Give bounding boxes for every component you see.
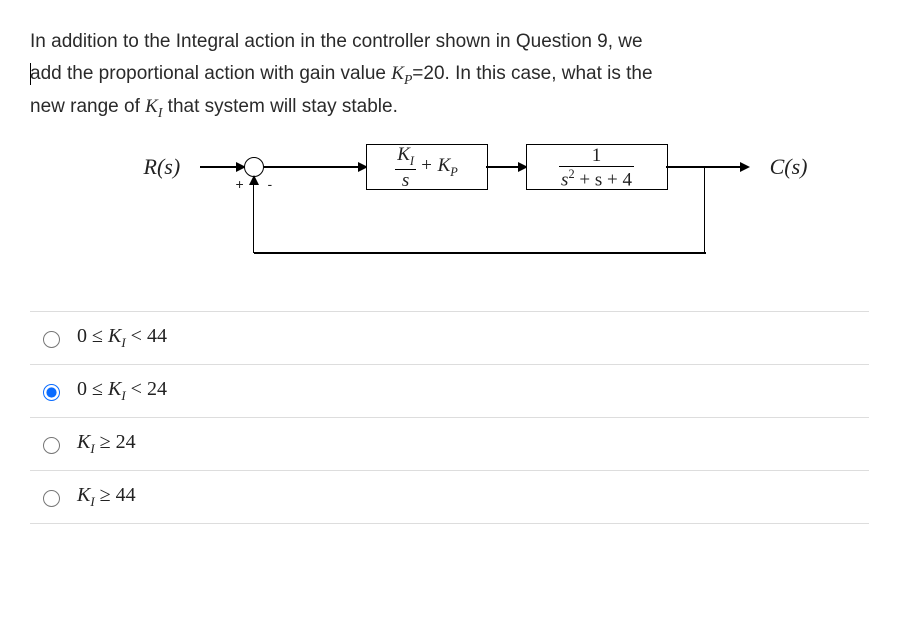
qline2-pre: add the proportional action with gain va… bbox=[30, 63, 391, 84]
ki-symbol: KI bbox=[145, 96, 162, 117]
radio-b[interactable] bbox=[43, 384, 60, 401]
kp-eq: =20. In this case, what is the bbox=[412, 63, 652, 84]
option-label: 0 ≤ KI < 24 bbox=[77, 378, 167, 404]
option-label: KI ≥ 44 bbox=[77, 484, 136, 510]
qline1: In addition to the Integral action in th… bbox=[30, 31, 643, 52]
answer-option-c[interactable]: KI ≥ 24 bbox=[30, 418, 869, 471]
radio-a[interactable] bbox=[43, 331, 60, 348]
feedback-line bbox=[253, 177, 255, 253]
answer-options: 0 ≤ KI < 44 0 ≤ KI < 24 KI ≥ 24 KI ≥ 44 bbox=[30, 311, 869, 524]
feedback-line bbox=[704, 166, 706, 253]
block-diagram: R(s) C(s) + - KI s + KP 1 bbox=[30, 144, 869, 289]
output-label: C(s) bbox=[770, 154, 808, 180]
question-page: In addition to the Integral action in th… bbox=[0, 0, 899, 619]
signal-line bbox=[666, 166, 748, 168]
plus-kp: + KP bbox=[420, 155, 458, 180]
option-label: KI ≥ 24 bbox=[77, 431, 136, 457]
radio-d[interactable] bbox=[43, 490, 60, 507]
feedback-line bbox=[254, 252, 706, 254]
answer-option-a[interactable]: 0 ≤ KI < 44 bbox=[30, 312, 869, 365]
arrow-icon bbox=[249, 175, 259, 185]
input-label: R(s) bbox=[144, 154, 181, 180]
option-label: 0 ≤ KI < 44 bbox=[77, 325, 167, 351]
qline3-post: that system will stay stable. bbox=[162, 96, 397, 117]
signal-line bbox=[264, 166, 366, 168]
controller-block: KI s + KP bbox=[366, 144, 488, 190]
qline3-pre: new range of bbox=[30, 96, 145, 117]
kp-symbol: KP bbox=[391, 63, 412, 84]
radio-c[interactable] bbox=[43, 437, 60, 454]
minus-sign: - bbox=[268, 176, 273, 192]
question-text: In addition to the Integral action in th… bbox=[30, 26, 869, 124]
answer-option-d[interactable]: KI ≥ 44 bbox=[30, 471, 869, 524]
arrow-icon bbox=[740, 162, 750, 172]
summing-junction bbox=[244, 157, 264, 177]
answer-option-b[interactable]: 0 ≤ KI < 24 bbox=[30, 365, 869, 418]
plus-sign: + bbox=[236, 176, 244, 192]
plant-block: 1 s2 + s + 4 bbox=[526, 144, 668, 190]
